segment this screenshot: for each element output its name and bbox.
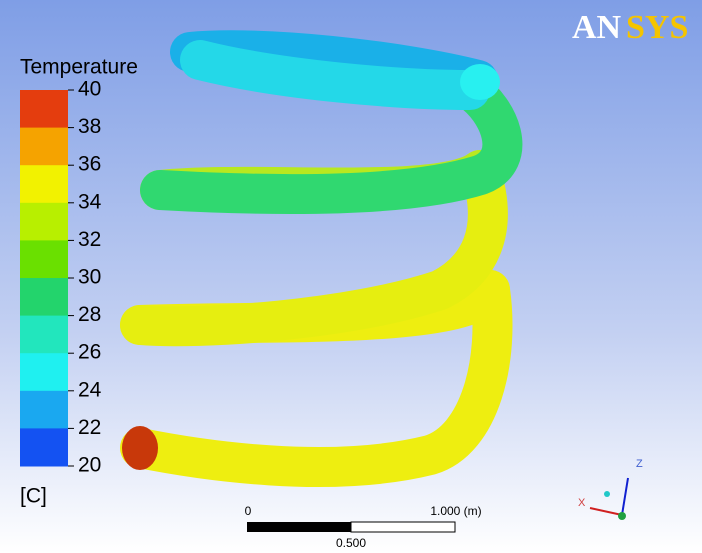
color-band bbox=[20, 316, 68, 354]
tick-label: 40 bbox=[78, 78, 101, 101]
scale-segment bbox=[351, 522, 455, 532]
marker bbox=[604, 491, 610, 497]
axis-label: Z bbox=[636, 458, 643, 470]
logo-text: AN bbox=[572, 9, 622, 46]
logo-text: SYS bbox=[626, 9, 688, 46]
color-band bbox=[20, 391, 68, 429]
tick-label: 24 bbox=[78, 378, 102, 401]
color-band bbox=[20, 240, 68, 278]
color-band bbox=[20, 353, 68, 391]
color-band bbox=[20, 203, 68, 241]
tick-label: 32 bbox=[78, 228, 101, 251]
scale-segment bbox=[247, 522, 351, 532]
coil-end bbox=[122, 426, 158, 470]
legend-unit: [C] bbox=[20, 485, 47, 508]
coil-end bbox=[460, 64, 500, 100]
colorbar: 40 38 36 34 32 30 28 26 24 22 20 bbox=[20, 78, 102, 477]
tick-label: 36 bbox=[78, 153, 101, 176]
color-band bbox=[20, 128, 68, 166]
tick-label: 20 bbox=[78, 454, 101, 477]
viewport: AN SYS Temperature 40 38 36 34 32 30 28 26 24 22 2… bbox=[0, 0, 702, 553]
scale-label: 1.000 (m) bbox=[430, 504, 481, 518]
axis-label: X bbox=[578, 497, 586, 509]
legend-title: Temperature bbox=[20, 56, 138, 79]
tick-label: 30 bbox=[78, 266, 101, 289]
logo: AN SYS bbox=[572, 9, 688, 46]
color-band bbox=[20, 90, 68, 128]
origin bbox=[618, 512, 626, 520]
tick-label: 26 bbox=[78, 341, 101, 364]
tick-label: 38 bbox=[78, 115, 101, 138]
color-band bbox=[20, 165, 68, 203]
scale-label: 0 bbox=[245, 504, 252, 518]
color-band bbox=[20, 428, 68, 466]
tick-label: 34 bbox=[78, 190, 102, 213]
color-band bbox=[20, 278, 68, 316]
scale-label: 0.500 bbox=[336, 536, 366, 550]
tick-label: 28 bbox=[78, 303, 101, 326]
tick-label: 22 bbox=[78, 416, 101, 439]
